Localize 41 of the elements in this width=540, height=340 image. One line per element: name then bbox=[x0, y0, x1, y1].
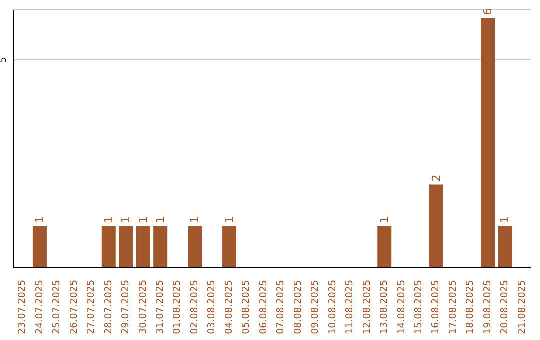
x-tick-label: 31.07.2025 bbox=[154, 280, 166, 334]
x-tick-label: 01.08.2025 bbox=[172, 280, 184, 334]
x-tick-label: 16.08.2025 bbox=[430, 280, 442, 334]
x-tick-label: 24.07.2025 bbox=[34, 280, 46, 334]
x-tick-label: 06.08.2025 bbox=[258, 280, 270, 334]
data-label: 1 bbox=[33, 216, 46, 224]
x-tick-label: 14.08.2025 bbox=[396, 280, 408, 334]
x-tick-label: 20.08.2025 bbox=[500, 280, 511, 334]
data-label: 6 bbox=[482, 8, 495, 16]
x-tick-label: 15.08.2025 bbox=[413, 280, 424, 334]
x-tick-label: 10.08.2025 bbox=[327, 280, 338, 334]
x-tick-label: 21.08.2025 bbox=[516, 280, 528, 334]
x-tick-label: 09.08.2025 bbox=[310, 280, 322, 334]
x-tick-label: 07.08.2025 bbox=[276, 280, 287, 334]
x-tick-label: 26.07.2025 bbox=[68, 280, 80, 334]
x-tick-label: 04.08.2025 bbox=[224, 280, 235, 334]
x-tick-label: 02.08.2025 bbox=[189, 280, 200, 334]
x-tick-label: 23.07.2025 bbox=[17, 280, 28, 334]
data-label: 1 bbox=[188, 216, 202, 224]
x-tick-label: 13.08.2025 bbox=[379, 280, 390, 334]
x-tick-label: 08.08.2025 bbox=[292, 280, 304, 334]
x-tick-label: 25.07.2025 bbox=[52, 280, 63, 334]
data-label: 1 bbox=[498, 216, 512, 224]
x-tick-label: 19.08.2025 bbox=[482, 280, 494, 334]
x-tick-label: 30.07.2025 bbox=[138, 280, 149, 334]
x-tick-label: 12.08.2025 bbox=[362, 280, 373, 334]
x-tick-label: 18.08.2025 bbox=[465, 280, 476, 334]
x-tick-label: 11.08.2025 bbox=[344, 280, 356, 334]
data-label: 1 bbox=[154, 216, 168, 224]
data-label: 1 bbox=[120, 216, 133, 224]
x-tick-label: 27.07.2025 bbox=[86, 280, 98, 334]
data-label: 2 bbox=[430, 174, 443, 182]
x-tick-label: 29.07.2025 bbox=[120, 280, 132, 334]
x-tick-label: 05.08.2025 bbox=[241, 280, 252, 334]
data-label: 1 bbox=[223, 216, 236, 224]
x-tick-label: 28.07.2025 bbox=[103, 280, 114, 334]
data-label: 1 bbox=[136, 216, 150, 224]
x-tick-label: 03.08.2025 bbox=[206, 280, 218, 334]
x-tick-label: 17.08.2025 bbox=[448, 280, 459, 334]
data-label: 1 bbox=[378, 216, 392, 224]
data-label: 1 bbox=[102, 216, 116, 224]
